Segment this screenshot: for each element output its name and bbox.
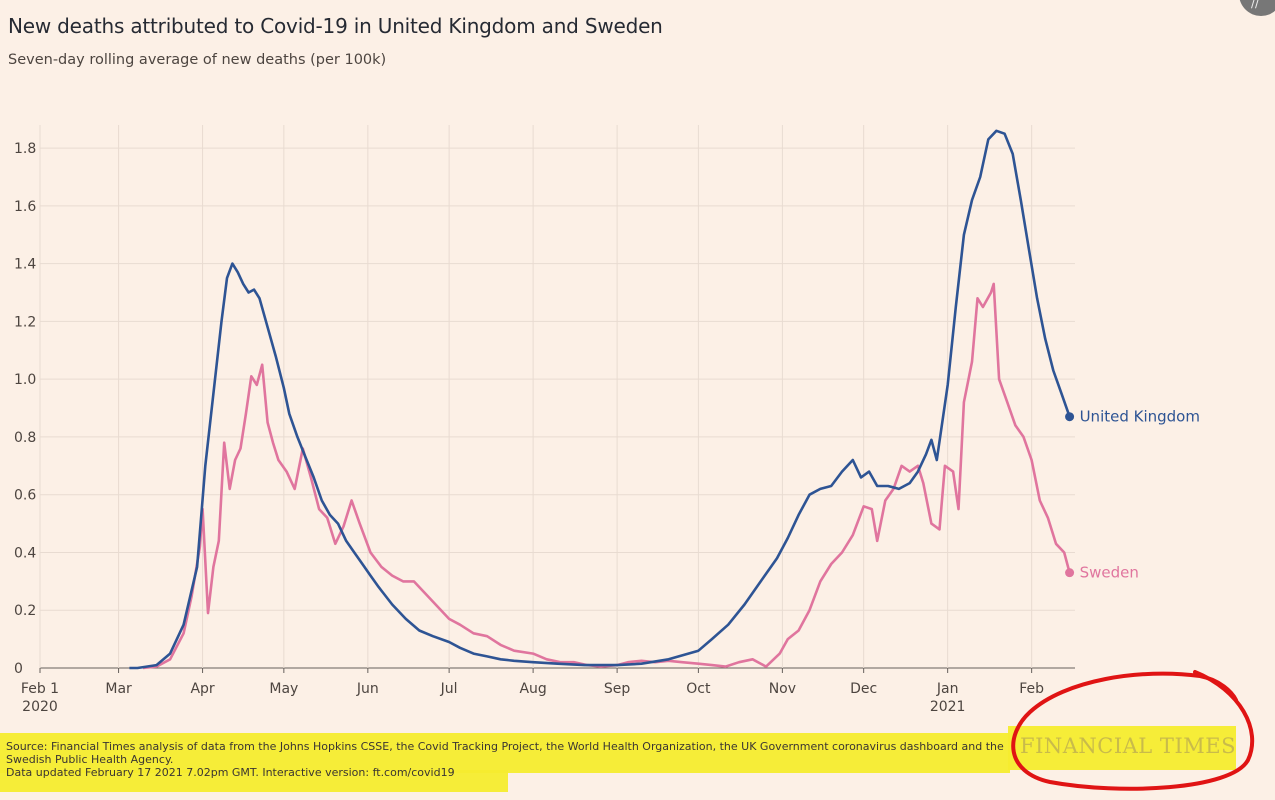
x-tick-label: Feb 1 xyxy=(21,681,59,697)
x-tick-label: Jul xyxy=(440,681,458,697)
diagonal-lines-icon: // xyxy=(1251,0,1260,10)
x-tick-label: Apr xyxy=(190,681,214,697)
source-note: Source: Financial Times analysis of data… xyxy=(6,740,1016,779)
x-tick-label: Oct xyxy=(686,681,711,697)
uk-series-label: United Kingdom xyxy=(1080,408,1200,426)
y-tick-label: 0 xyxy=(14,661,23,677)
x-tick-label: Mar xyxy=(105,681,132,697)
x-tick-label: Sep xyxy=(604,681,631,697)
sweden-series-label: Sweden xyxy=(1080,564,1139,582)
financial-times-logo: FINANCIAL TIMES xyxy=(1020,734,1236,758)
x-tick-label: Dec xyxy=(850,681,877,697)
data-updated: Data updated February 17 2021 7.02pm GMT… xyxy=(6,766,455,779)
sweden-end-dot xyxy=(1065,568,1075,578)
y-tick-label: 1.4 xyxy=(14,257,36,273)
x-tick-label: Jun xyxy=(356,681,379,697)
y-tick-label: 1.0 xyxy=(14,372,36,388)
source-line-1: Source: Financial Times analysis of data… xyxy=(6,740,1004,753)
y-tick-label: 1.8 xyxy=(14,141,36,157)
y-tick-label: 1.6 xyxy=(14,199,36,215)
x-tick-label: Feb xyxy=(1019,681,1044,697)
y-tick-label: 0.4 xyxy=(14,545,36,561)
y-tick-label: 0.2 xyxy=(14,603,36,619)
y-tick-label: 1.2 xyxy=(14,314,36,330)
source-highlight-2 xyxy=(0,770,508,792)
x-tick-label: May xyxy=(269,681,298,697)
y-tick-label: 0.8 xyxy=(14,430,36,446)
chart-subtitle: Seven-day rolling average of new deaths … xyxy=(8,52,387,68)
uk-end-dot xyxy=(1065,412,1075,422)
source-line-2: Swedish Public Health Agency. xyxy=(6,753,174,766)
uk-line xyxy=(129,129,1071,670)
x-tick-label: Aug xyxy=(519,681,546,697)
x-tick-year-label: 2021 xyxy=(930,699,966,715)
source-highlight xyxy=(0,733,1010,773)
y-tick-label: 0.6 xyxy=(14,488,36,504)
chart-title: New deaths attributed to Covid-19 in Uni… xyxy=(8,14,663,38)
x-tick-label: Nov xyxy=(769,681,796,697)
corner-button[interactable]: // xyxy=(1239,0,1275,16)
x-tick-year-label: 2020 xyxy=(22,699,58,715)
x-tick-label: Jan xyxy=(936,681,959,697)
